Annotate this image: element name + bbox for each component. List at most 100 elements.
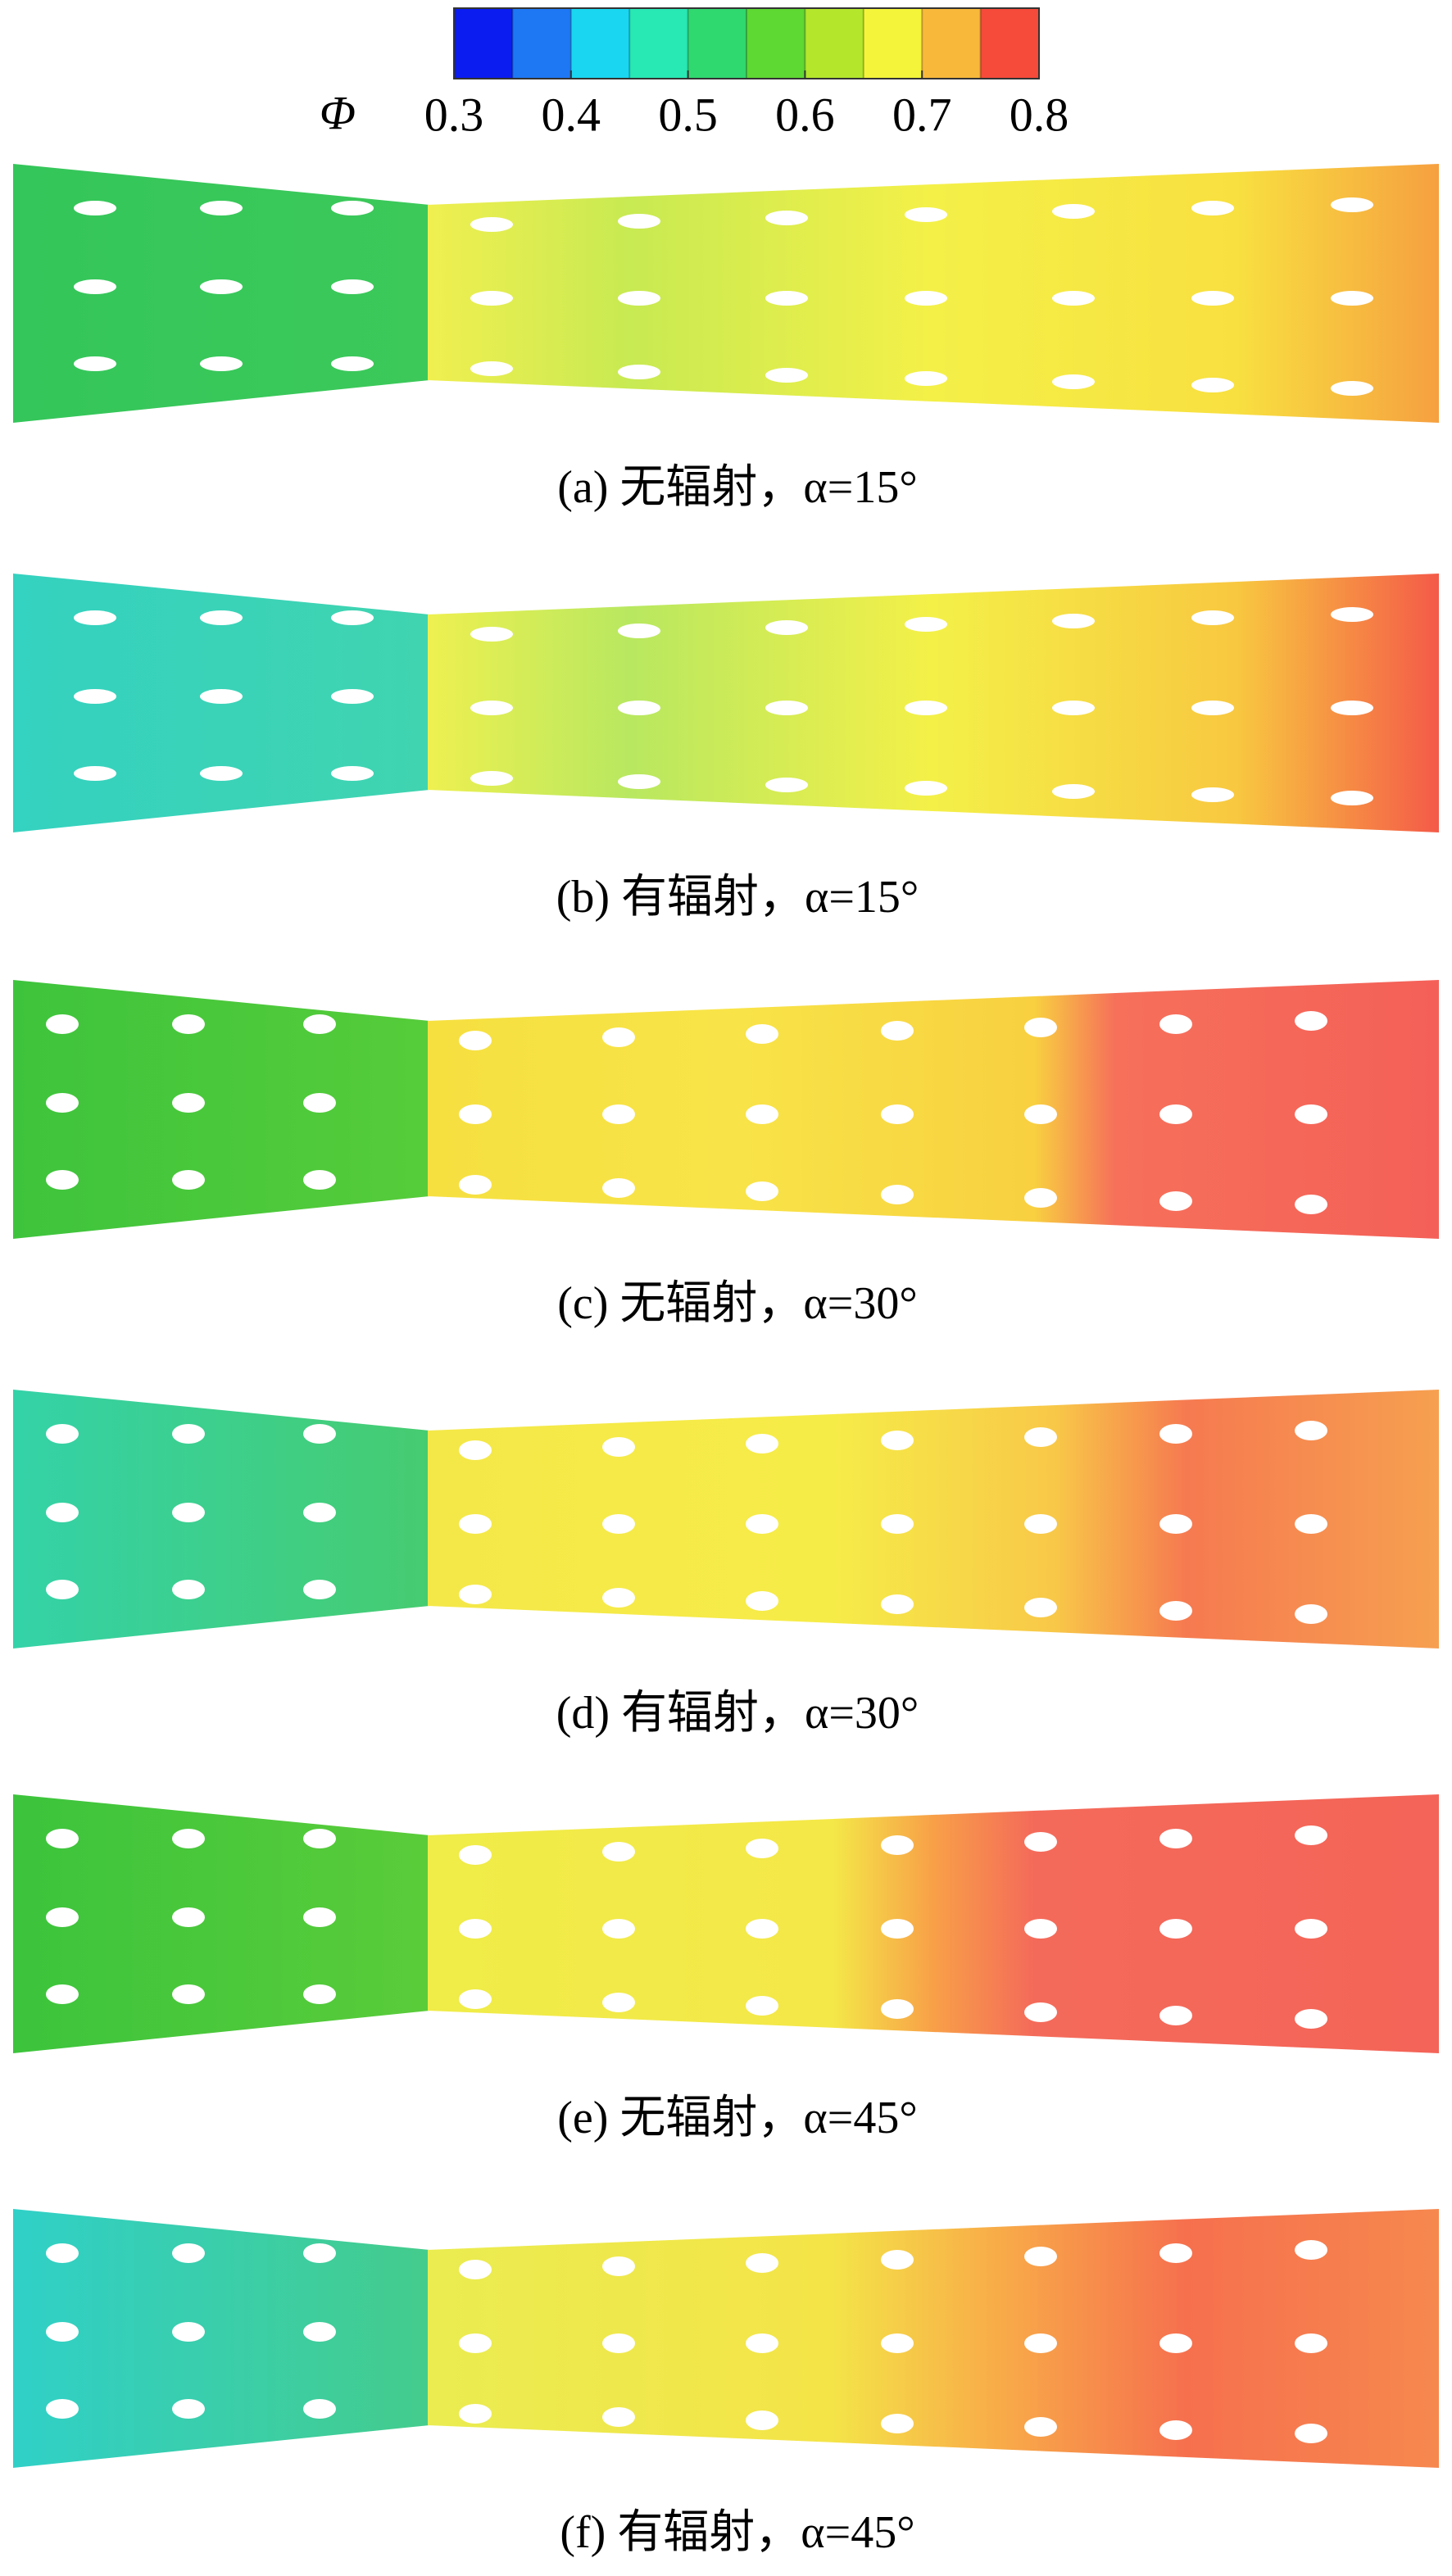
- colorbar-segment: [922, 8, 982, 79]
- outlet-section: [428, 980, 1439, 1239]
- outlet-section: [428, 1794, 1439, 2053]
- hole: [1052, 374, 1095, 389]
- hole: [459, 1585, 492, 1604]
- hole: [618, 701, 660, 715]
- panel: [13, 2209, 1439, 2468]
- hole: [881, 1919, 914, 1939]
- hole: [765, 211, 808, 225]
- hole: [1191, 701, 1234, 715]
- outlet-section: [428, 1390, 1439, 1649]
- hole: [618, 365, 660, 379]
- hole: [618, 624, 660, 638]
- hole: [74, 689, 116, 704]
- hole: [1024, 1018, 1057, 1037]
- hole: [1191, 201, 1234, 215]
- hole: [618, 214, 660, 229]
- hole: [172, 1984, 205, 2004]
- panel: [13, 1794, 1439, 2053]
- hole: [1191, 787, 1234, 802]
- hole: [746, 1919, 778, 1939]
- hole: [172, 1829, 205, 1848]
- hole: [303, 1580, 336, 1599]
- hole: [881, 1514, 914, 1534]
- hole: [46, 1829, 79, 1848]
- hole: [1295, 1919, 1327, 1939]
- hole: [303, 1170, 336, 1190]
- hole: [172, 1424, 205, 1444]
- hole: [1159, 2333, 1192, 2353]
- hole: [1159, 2420, 1192, 2440]
- panel-caption: (e) 无辐射，α=45°: [557, 2093, 917, 2143]
- hole: [1024, 1104, 1057, 1124]
- hole: [46, 1984, 79, 2004]
- hole: [74, 356, 116, 371]
- hole: [1331, 701, 1373, 715]
- hole: [881, 1999, 914, 2019]
- hole: [46, 1580, 79, 1599]
- hole: [74, 766, 116, 781]
- hole: [331, 356, 374, 371]
- hole: [303, 2322, 336, 2342]
- hole: [1159, 1191, 1192, 1211]
- hole: [746, 1839, 778, 1858]
- hole: [1024, 2247, 1057, 2266]
- hole: [459, 1514, 492, 1534]
- hole: [470, 627, 513, 642]
- hole: [881, 1835, 914, 1855]
- hole: [905, 207, 947, 222]
- hole: [1191, 378, 1234, 392]
- hole: [172, 1580, 205, 1599]
- hole: [46, 2243, 79, 2263]
- hole: [172, 1503, 205, 1522]
- hole: [1295, 1195, 1327, 1214]
- hole: [200, 610, 243, 625]
- hole: [46, 1093, 79, 1113]
- hole: [46, 1503, 79, 1522]
- hole: [303, 1984, 336, 2004]
- hole: [331, 201, 374, 215]
- hole: [459, 1175, 492, 1195]
- hole: [303, 1093, 336, 1113]
- hole: [746, 2253, 778, 2273]
- hole: [1295, 1514, 1327, 1534]
- hole: [459, 2333, 492, 2353]
- hole: [303, 1907, 336, 1927]
- hole: [172, 1907, 205, 1927]
- hole: [459, 1031, 492, 1050]
- hole: [1024, 2002, 1057, 2022]
- hole: [1159, 1014, 1192, 1034]
- hole: [1052, 784, 1095, 799]
- hole: [1024, 1919, 1057, 1939]
- hole: [1024, 2333, 1057, 2353]
- colorbar-tick-label: 0.8: [1010, 88, 1069, 141]
- hole: [905, 371, 947, 386]
- hole: [331, 766, 374, 781]
- hole: [1295, 1104, 1327, 1124]
- hole: [1295, 1825, 1327, 1845]
- hole: [1024, 1427, 1057, 1447]
- hole: [746, 1181, 778, 1201]
- hole: [1159, 1104, 1192, 1124]
- hole: [1159, 1424, 1192, 1444]
- hole: [470, 291, 513, 306]
- hole: [74, 610, 116, 625]
- hole: [765, 291, 808, 306]
- hole: [1295, 2240, 1327, 2260]
- hole: [172, 1014, 205, 1034]
- hole: [746, 2333, 778, 2353]
- hole: [46, 1170, 79, 1190]
- hole: [1331, 791, 1373, 805]
- hole: [602, 1178, 635, 1198]
- hole: [172, 2322, 205, 2342]
- panel: [13, 980, 1439, 1239]
- hole: [1295, 1421, 1327, 1440]
- hole: [459, 2404, 492, 2424]
- hole: [172, 2399, 205, 2419]
- hole: [602, 1514, 635, 1534]
- hole: [200, 766, 243, 781]
- hole: [881, 1185, 914, 1204]
- hole: [172, 2243, 205, 2263]
- hole: [1159, 1829, 1192, 1848]
- hole: [470, 361, 513, 376]
- hole: [331, 279, 374, 294]
